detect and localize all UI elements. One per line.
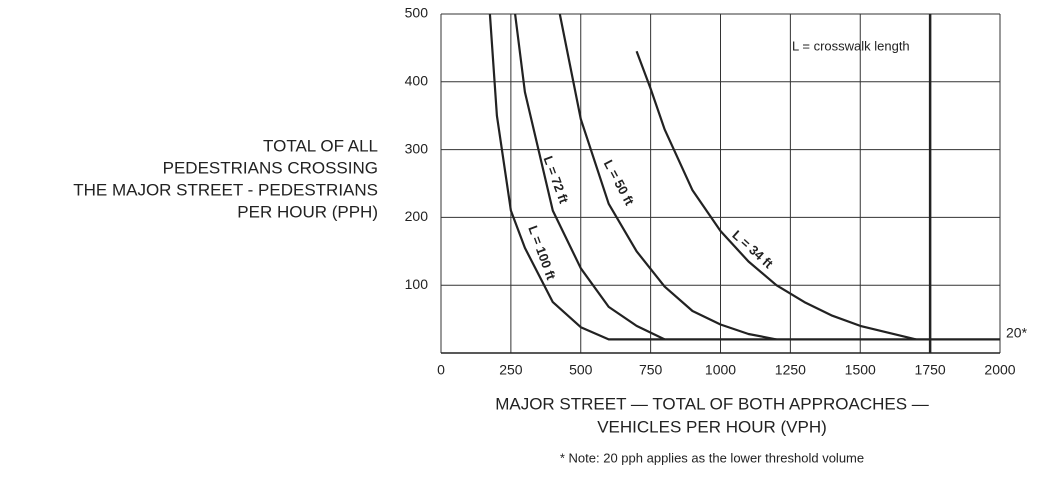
- x-tick-label: 1500: [845, 362, 876, 378]
- x-tick-label: 1250: [775, 362, 806, 378]
- x-axis-title: VEHICLES PER HOUR (VPH): [597, 417, 827, 436]
- y-tick-label: 500: [405, 5, 429, 21]
- y-tick-label: 400: [405, 73, 429, 89]
- x-tick-label: 1000: [705, 362, 736, 378]
- curve: [514, 14, 666, 341]
- x-axis-title: MAJOR STREET — TOTAL OF BOTH APPROACHES …: [495, 394, 929, 413]
- x-tick-label: 750: [639, 362, 663, 378]
- x-tick-label: 500: [569, 362, 593, 378]
- plot-area: [488, 14, 1000, 341]
- y-axis-title: TOTAL OF ALL: [263, 136, 378, 155]
- x-tick-label: 250: [499, 362, 523, 378]
- curve: [558, 14, 777, 341]
- y-tick-label: 300: [405, 140, 429, 156]
- x-tick-label: 1750: [915, 362, 946, 378]
- x-tick-label: 2000: [984, 362, 1015, 378]
- curve-label: L = 50 ft: [601, 157, 638, 208]
- curve: [635, 50, 917, 341]
- threshold-label: 20*: [1006, 325, 1028, 341]
- x-tick-label: 0: [437, 362, 445, 378]
- y-tick-label: 200: [405, 208, 429, 224]
- annotation: L = crosswalk length: [792, 38, 910, 53]
- y-tick-label: 100: [405, 276, 429, 292]
- curve: [488, 14, 1000, 341]
- curve-label: L = 100 ft: [525, 224, 559, 283]
- footnote: * Note: 20 pph applies as the lower thre…: [560, 450, 864, 465]
- y-axis-title: PER HOUR (PPH): [237, 202, 378, 221]
- y-axis-title: THE MAJOR STREET - PEDESTRIANS: [73, 180, 378, 199]
- y-axis-title: PEDESTRIANS CROSSING: [163, 158, 378, 177]
